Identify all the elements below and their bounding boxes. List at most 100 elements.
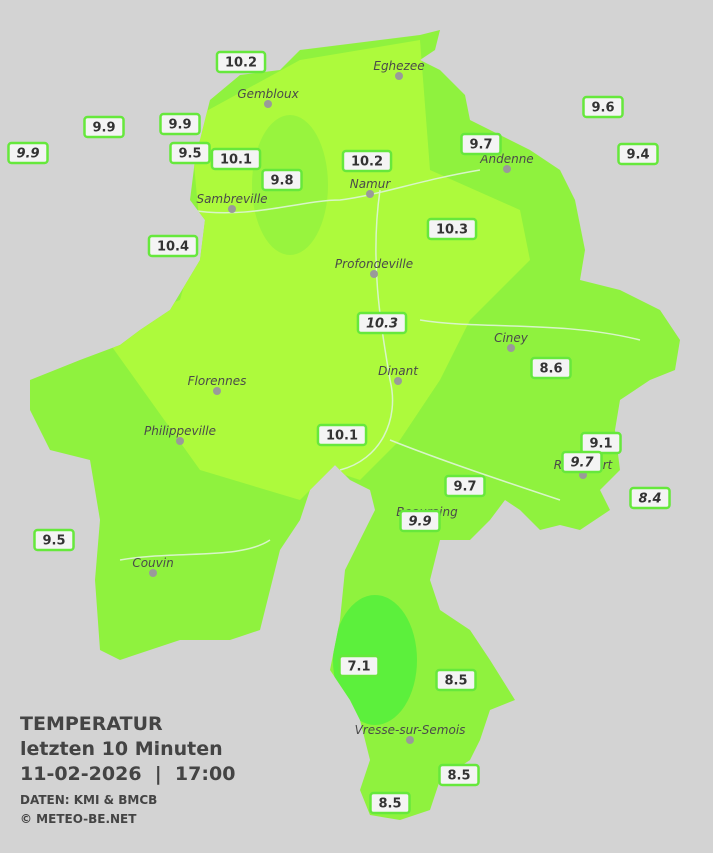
station-value: 10.1	[326, 429, 358, 444]
station-box	[444, 474, 486, 498]
station-value: 9.9	[92, 121, 115, 136]
station: 10.2	[341, 149, 393, 173]
station: 10.1	[210, 147, 262, 171]
city-label: Couvin	[132, 556, 173, 570]
title: TEMPERATUR	[20, 713, 163, 735]
city-label: Florennes	[188, 374, 247, 388]
timestamp: 11-02-2026 | 17:00	[20, 763, 235, 785]
station-value: 9.5	[42, 534, 65, 549]
city-dot	[394, 377, 402, 385]
station-box	[460, 132, 502, 156]
station-value: 7.1	[347, 660, 370, 675]
station-box	[561, 450, 603, 474]
city-label: Sambreville	[196, 192, 267, 206]
station: 9.5	[33, 528, 75, 552]
city-label: Vresse-sur-Semois	[355, 723, 466, 737]
station: 9.8	[261, 168, 303, 192]
city-label: Andenne	[479, 152, 533, 166]
station: 9.7	[460, 132, 502, 156]
station-box	[438, 763, 480, 787]
station: 9.9	[399, 509, 441, 533]
station-value: 8.5	[447, 769, 470, 784]
rivers	[119, 169, 641, 561]
station: 9.4	[617, 142, 659, 166]
station-box	[369, 791, 411, 815]
station: 8.4	[629, 486, 671, 510]
city-dot	[406, 736, 414, 744]
station-box	[530, 356, 572, 380]
station-value: 9.1	[589, 437, 612, 452]
station: 9.1	[580, 431, 622, 455]
station-box	[261, 168, 303, 192]
station: 10.4	[147, 234, 199, 258]
city-dot	[503, 165, 511, 173]
station-box	[7, 141, 49, 165]
city-dot	[213, 387, 221, 395]
station-value: 10.2	[351, 155, 383, 170]
station-value: 9.6	[591, 101, 614, 116]
station: 9.7	[561, 450, 603, 474]
station: 8.6	[530, 356, 572, 380]
station-value: 10.3	[436, 223, 468, 238]
station-value: 9.9	[168, 118, 191, 133]
station-value: 9.9	[408, 515, 431, 530]
station-box	[426, 217, 478, 241]
subtitle: letzten 10 Minuten	[20, 738, 223, 760]
station-box	[617, 142, 659, 166]
station-box	[33, 528, 75, 552]
stations: 10.2 9.9 9.9 9.5 10.1 9.8 10.2 9.7 9.6 9.4 10.4 10.…	[7, 50, 671, 815]
station: 10.1	[316, 423, 368, 447]
station-box	[215, 50, 267, 74]
station-value: 9.7	[469, 138, 492, 153]
station: 9.9	[7, 141, 49, 165]
city-label: Dinant	[378, 364, 419, 378]
station-box	[210, 147, 262, 171]
station-box	[147, 234, 199, 258]
city-label: Profondeville	[335, 257, 413, 271]
city-label: Eghezee	[373, 59, 424, 73]
city-dot	[149, 569, 157, 577]
station-value: 8.5	[444, 674, 467, 689]
station-box	[159, 112, 201, 136]
station-box	[83, 115, 125, 139]
station: 9.6	[582, 95, 624, 119]
city-dot	[507, 344, 515, 352]
station: 10.3	[356, 311, 408, 335]
station-value: 9.5	[178, 147, 201, 162]
station: 8.5	[369, 791, 411, 815]
city-label: Gembloux	[237, 87, 299, 101]
station-box	[338, 654, 380, 678]
city-label: Ciney	[494, 331, 529, 345]
city-label: Philippeville	[144, 424, 216, 438]
station-box	[399, 509, 441, 533]
station-box	[356, 311, 408, 335]
station-value: 10.4	[157, 240, 189, 255]
city-dot	[370, 270, 378, 278]
station-value: 10.3	[366, 317, 398, 332]
city-dot	[176, 437, 184, 445]
station-value: 8.6	[539, 362, 562, 377]
station-value: 9.8	[270, 174, 293, 189]
station: 9.5	[169, 141, 211, 165]
source: DATEN: KMI & BMCB	[20, 793, 157, 807]
station-value: 8.5	[378, 797, 401, 812]
station-box	[316, 423, 368, 447]
cities: Eghezee Gembloux Andenne Namur Sambreville Pr…	[132, 59, 614, 744]
legend: TEMPERATUR letzten 10 Minuten 11-02-2026…	[20, 713, 235, 826]
station-value: 9.9	[16, 147, 39, 162]
station: 9.7	[444, 474, 486, 498]
station-box	[582, 95, 624, 119]
station-box	[169, 141, 211, 165]
station-value: 9.7	[453, 480, 476, 495]
station: 9.9	[159, 112, 201, 136]
station: 8.5	[435, 668, 477, 692]
station-value: 9.7	[570, 456, 594, 471]
station-value: 10.1	[220, 153, 252, 168]
city-dot	[366, 190, 374, 198]
city-dot	[395, 72, 403, 80]
station: 10.2	[215, 50, 267, 74]
station-value: 9.4	[626, 148, 649, 163]
station-box	[341, 149, 393, 173]
station-box	[629, 486, 671, 510]
